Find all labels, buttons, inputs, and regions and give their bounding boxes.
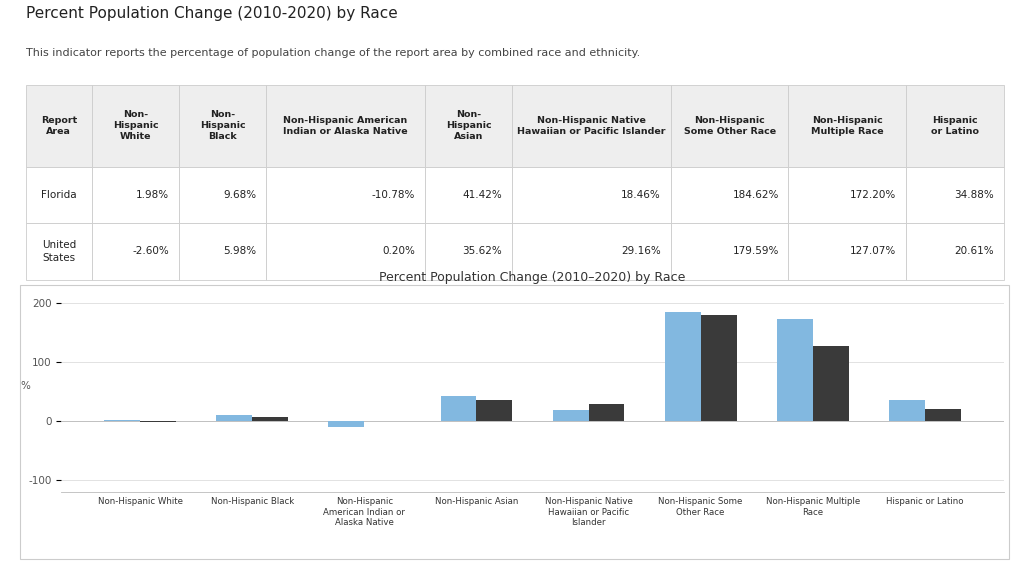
Text: 0.20%: 0.20% (382, 246, 415, 257)
Bar (925, 408, 961, 421)
Text: 41.42%: 41.42% (463, 190, 502, 200)
Bar (665, 312, 700, 421)
Text: 172.20%: 172.20% (850, 190, 896, 200)
Text: Report
Area: Report Area (41, 116, 77, 136)
Bar (700, 315, 736, 421)
Text: Non-Hispanic American
Indian or Alaska Native: Non-Hispanic American Indian or Alaska N… (284, 116, 408, 136)
Bar (553, 410, 589, 421)
Bar (476, 400, 512, 421)
Text: Non-Hispanic
Multiple Race: Non-Hispanic Multiple Race (811, 116, 884, 136)
Bar (906, 85, 1004, 167)
Bar (266, 223, 425, 280)
Text: 35.62%: 35.62% (463, 246, 502, 257)
Bar (92, 167, 179, 223)
Bar (440, 396, 476, 421)
Text: -2.60%: -2.60% (133, 246, 169, 257)
Text: 179.59%: 179.59% (732, 246, 778, 257)
Bar (512, 223, 671, 280)
Text: Non-
Hispanic
White: Non- Hispanic White (113, 110, 159, 141)
Bar (671, 85, 788, 167)
Bar (671, 223, 788, 280)
Bar (512, 85, 671, 167)
Bar (92, 223, 179, 280)
Bar (26, 223, 92, 280)
Text: 20.61%: 20.61% (954, 246, 993, 257)
Bar (140, 421, 176, 422)
Text: 9.68%: 9.68% (223, 190, 256, 200)
Text: Non-Hispanic Native
Hawaiian or Pacific Islander: Non-Hispanic Native Hawaiian or Pacific … (517, 116, 666, 136)
Bar (26, 167, 92, 223)
Text: This indicator reports the percentage of population change of the report area by: This indicator reports the percentage of… (26, 48, 640, 58)
Bar (179, 167, 266, 223)
Text: Percent Population Change (2010-2020) by Race: Percent Population Change (2010-2020) by… (26, 6, 397, 21)
Bar (788, 223, 906, 280)
Text: 34.88%: 34.88% (954, 190, 993, 200)
Bar (216, 415, 252, 421)
Text: Hispanic
or Latino: Hispanic or Latino (931, 116, 979, 136)
Bar (92, 85, 179, 167)
Bar (889, 400, 925, 421)
Bar (906, 223, 1004, 280)
Bar (252, 417, 288, 421)
Bar (425, 85, 512, 167)
Text: 1.98%: 1.98% (136, 190, 169, 200)
Bar (179, 223, 266, 280)
Bar (906, 167, 1004, 223)
Title: Percent Population Change (2010–2020) by Race: Percent Population Change (2010–2020) by… (379, 271, 686, 284)
Bar (266, 85, 425, 167)
Bar (671, 167, 788, 223)
Text: 5.98%: 5.98% (223, 246, 256, 257)
Bar (813, 346, 849, 421)
Y-axis label: %: % (20, 381, 31, 391)
Text: United
States: United States (42, 240, 76, 263)
Text: -10.78%: -10.78% (372, 190, 415, 200)
Bar (329, 421, 365, 427)
Bar (266, 167, 425, 223)
Bar (788, 85, 906, 167)
Text: 18.46%: 18.46% (622, 190, 660, 200)
Bar (179, 85, 266, 167)
Text: Non-
Hispanic
Asian: Non- Hispanic Asian (445, 110, 492, 141)
Bar (425, 223, 512, 280)
Text: Non-
Hispanic
Black: Non- Hispanic Black (200, 110, 246, 141)
Bar (589, 403, 625, 421)
Bar (425, 167, 512, 223)
Text: 29.16%: 29.16% (622, 246, 660, 257)
Bar (26, 85, 92, 167)
Text: Non-Hispanic
Some Other Race: Non-Hispanic Some Other Race (684, 116, 775, 136)
Bar (512, 167, 671, 223)
Text: Florida: Florida (41, 190, 77, 200)
Text: 184.62%: 184.62% (732, 190, 778, 200)
Bar (777, 319, 813, 421)
Bar (104, 420, 140, 421)
Bar (788, 167, 906, 223)
Text: 127.07%: 127.07% (850, 246, 896, 257)
